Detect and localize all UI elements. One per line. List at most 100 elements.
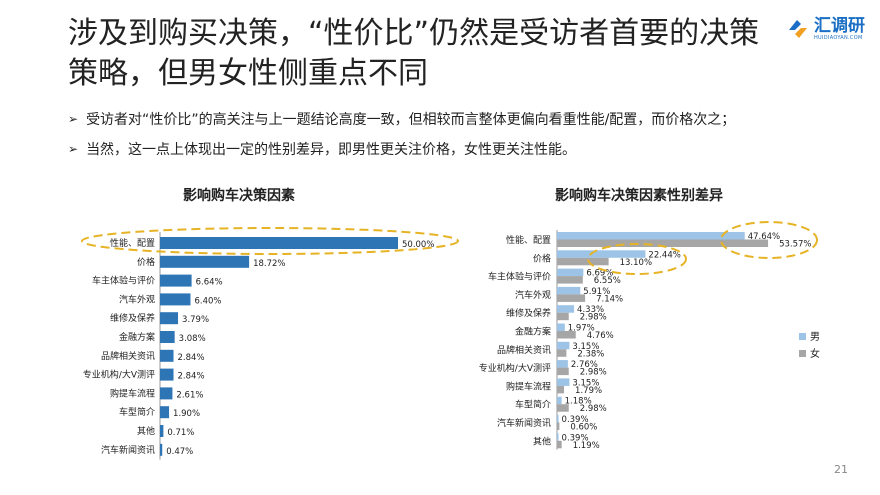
category-label: 汽车外观	[119, 293, 155, 305]
data-label: 2.98%	[580, 368, 607, 378]
data-label: 2.84%	[178, 372, 205, 382]
data-label: 0.60%	[570, 423, 597, 433]
data-label: 4.33%	[577, 305, 604, 315]
data-label: 3.08%	[179, 334, 206, 344]
legend-swatch	[799, 350, 806, 357]
category-label: 维修及保养	[110, 312, 155, 324]
bar	[160, 425, 164, 437]
bar-male	[557, 323, 565, 331]
bar	[160, 387, 173, 400]
legend-label: 女	[810, 347, 820, 360]
arrow-bullet-icon: ➢	[68, 142, 79, 156]
logo-text: 汇调研	[814, 16, 865, 36]
category-label: 品牌相关资讯	[497, 344, 551, 356]
bar-male	[557, 305, 575, 313]
data-label: 2.98%	[580, 404, 607, 414]
bullet-text: 受访者对“性价比”的高关注与上一题结论高度一致，但相较而言整体更偏向看重性能/配…	[86, 112, 736, 128]
bar-female	[557, 294, 586, 302]
bar-male	[557, 341, 570, 350]
bar-male	[557, 232, 745, 240]
data-label: 22.44%	[648, 250, 680, 260]
bar-male	[557, 396, 562, 405]
category-label: 车型简介	[119, 406, 155, 418]
data-label: 53.57%	[779, 240, 811, 250]
data-label: 0.47%	[166, 447, 193, 457]
bar-male	[557, 250, 646, 258]
legend-label: 男	[810, 331, 820, 343]
data-label: 0.39%	[562, 415, 589, 425]
bar	[160, 368, 174, 381]
left-chart-title: 影响购车决策因素	[183, 188, 295, 204]
category-label: 性能、配置	[506, 234, 551, 246]
legend-swatch	[799, 333, 806, 340]
category-label: 专业机构/大V测评	[479, 362, 551, 374]
bullet-text: 当然，这一点上体现出一定的性别差异，即男性更关注价格，女性更关注性能。	[86, 142, 577, 158]
data-label: 0.39%	[562, 433, 589, 443]
category-label: 金融方案	[515, 326, 551, 338]
category-label: 金融方案	[119, 331, 155, 343]
category-label: 购提车流程	[506, 380, 551, 392]
right-chart-title: 影响购车决策因素性别差异	[555, 188, 723, 204]
bar-female	[557, 239, 769, 247]
data-label: 0.71%	[167, 428, 194, 438]
highlight-ellipse	[81, 227, 459, 255]
data-label: 3.79%	[182, 315, 209, 325]
bar-female	[557, 440, 562, 449]
data-label: 50.00%	[402, 240, 434, 250]
bar	[160, 255, 250, 268]
data-label: 2.76%	[571, 360, 598, 370]
bar-male	[557, 360, 568, 368]
category-label: 其他	[533, 435, 551, 447]
bullet-list: ➢ 受访者对“性价比”的高关注与上一题结论高度一致，但相较而言整体更偏向看重性能/…	[68, 104, 735, 164]
bar-male	[557, 378, 570, 386]
logo-mark-icon	[789, 20, 807, 38]
bullet-item: ➢ 受访者对“性价比”的高关注与上一题结论高度一致，但相较而言整体更偏向看重性能/…	[68, 104, 735, 134]
bar	[160, 237, 398, 249]
bar	[160, 349, 174, 362]
category-label: 汽车外观	[515, 289, 551, 301]
bar-female	[557, 331, 576, 339]
bar	[160, 293, 191, 306]
data-label: 6.55%	[594, 276, 621, 286]
bar-male	[557, 286, 581, 295]
bar-male	[557, 415, 559, 423]
data-label: 1.19%	[573, 441, 600, 451]
data-label: 1.97%	[568, 324, 595, 334]
data-label: 6.69%	[586, 269, 613, 279]
bar-female	[557, 422, 560, 430]
bar-female	[557, 257, 609, 266]
category-label: 专业机构/大V测评	[83, 369, 155, 381]
bar	[160, 274, 192, 287]
category-label: 购提车流程	[110, 387, 155, 399]
bar	[160, 331, 175, 343]
bar-female	[557, 385, 565, 394]
data-label: 1.79%	[575, 386, 602, 396]
category-label: 车型简介	[515, 399, 551, 411]
bar-female	[557, 276, 583, 284]
bar-male	[557, 268, 584, 277]
bar-female	[557, 404, 569, 412]
category-label: 车主体验与评价	[488, 271, 551, 283]
page-number: 21	[834, 463, 848, 476]
data-label: 3.15%	[572, 378, 599, 388]
logo-subtext: HUIDIAOYAN.COM	[814, 35, 863, 41]
highlight-ellipse	[720, 221, 818, 259]
category-label: 汽车新闻资讯	[497, 417, 551, 429]
category-label: 价格	[533, 252, 551, 264]
category-label: 价格	[137, 256, 155, 268]
category-label: 车主体验与评价	[92, 275, 155, 287]
category-label: 性能、配置	[110, 237, 155, 249]
data-label: 13.10%	[620, 258, 652, 268]
bar	[160, 443, 163, 456]
highlight-ellipse	[587, 243, 687, 275]
bar-male	[557, 433, 559, 441]
bar-female	[557, 367, 569, 376]
page-title: 涉及到购买决策，“性价比”仍然是受访者首要的决策策略，但男女性侧重点不同	[68, 16, 760, 91]
data-label: 2.84%	[178, 353, 205, 363]
data-label: 47.64%	[748, 232, 780, 242]
data-label: 2.98%	[580, 313, 607, 323]
bar	[160, 312, 179, 325]
category-label: 维修及保养	[506, 307, 551, 319]
data-label: 4.76%	[587, 331, 614, 341]
